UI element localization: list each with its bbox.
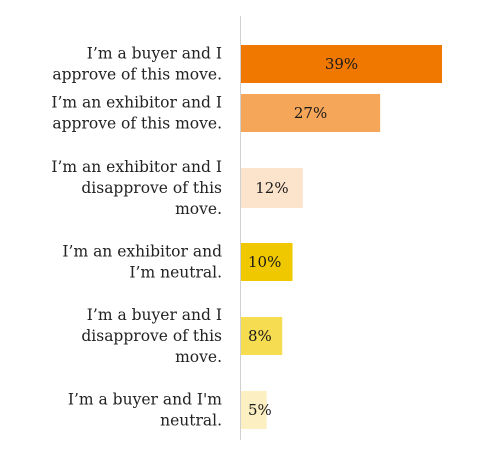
category-label-4: I’m an exhibitor and I’m neutral. xyxy=(62,243,222,282)
category-label-5-line-3: move. xyxy=(175,348,222,366)
bar-3 xyxy=(241,168,303,208)
category-label-4-line-1: I’m an exhibitor and xyxy=(62,243,222,261)
category-label-5: I’m a buyer and I disapprove of this move. xyxy=(81,306,222,366)
bar-4 xyxy=(241,243,293,281)
category-label-1: I’m a buyer and I approve of this move. xyxy=(52,45,222,84)
category-label-3-line-3: move. xyxy=(175,200,222,218)
category-label-3: I’m an exhibitor and I disapprove of this… xyxy=(51,158,222,218)
category-label-3-line-2: disapprove of this xyxy=(81,179,222,197)
bar-5 xyxy=(241,317,283,355)
category-label-1-line-2: approve of this move. xyxy=(52,66,222,84)
value-label-4: 10% xyxy=(248,253,281,271)
bars xyxy=(241,45,442,429)
value-label-2: 27% xyxy=(294,104,327,122)
value-label-1: 39% xyxy=(325,55,358,73)
category-label-4-line-2: I’m neutral. xyxy=(129,264,222,282)
category-label-2-line-2: approve of this move. xyxy=(52,115,222,133)
value-label-6: 5% xyxy=(248,401,272,419)
bar-2 xyxy=(241,94,381,132)
bar-1 xyxy=(241,45,442,83)
value-labels: 39% 27% 12% 10% 8% 5% xyxy=(248,55,358,419)
bar-6 xyxy=(241,391,267,429)
value-label-5: 8% xyxy=(248,327,272,345)
category-label-5-line-2: disapprove of this xyxy=(81,327,222,345)
category-label-5-line-1: I’m a buyer and I xyxy=(87,306,222,324)
category-label-6: I’m a buyer and I'm neutral. xyxy=(68,391,222,430)
category-label-2: I’m an exhibitor and I approve of this mo… xyxy=(51,94,222,133)
value-label-3: 12% xyxy=(255,179,288,197)
category-label-6-line-2: neutral. xyxy=(160,412,222,430)
category-label-3-line-1: I’m an exhibitor and I xyxy=(51,158,222,176)
category-label-6-line-1: I’m a buyer and I'm xyxy=(68,391,222,409)
category-label-2-line-1: I’m an exhibitor and I xyxy=(51,94,222,112)
category-label-1-line-1: I’m a buyer and I xyxy=(87,45,222,63)
